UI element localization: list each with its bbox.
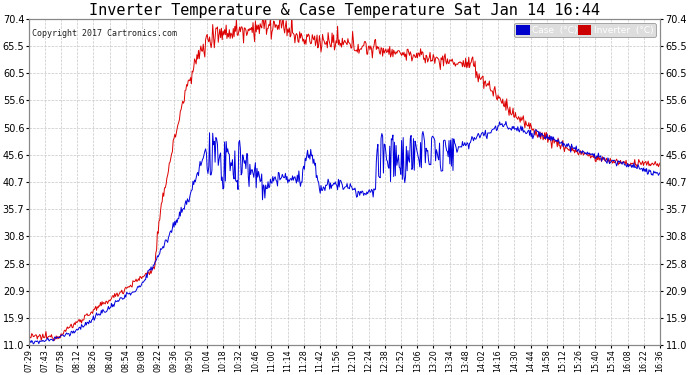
Title: Inverter Temperature & Case Temperature Sat Jan 14 16:44: Inverter Temperature & Case Temperature … <box>89 3 600 18</box>
Legend: Case  (°C), Inverter  (°C): Case (°C), Inverter (°C) <box>514 24 655 37</box>
Text: Copyright 2017 Cartronics.com: Copyright 2017 Cartronics.com <box>32 29 177 38</box>
